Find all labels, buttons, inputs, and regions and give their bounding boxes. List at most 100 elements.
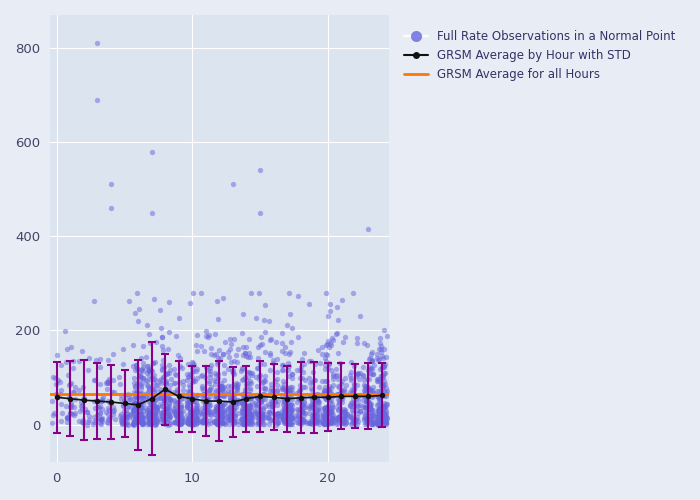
Point [213,396,224,404]
Point [332,390,344,398]
Point [263,420,274,428]
Point [168,388,179,396]
Point [175,416,186,424]
Point [136,364,148,372]
Point [175,418,186,426]
Point [169,364,180,372]
Point [254,360,265,368]
Point [212,402,223,409]
Point [260,384,271,392]
Point [129,388,140,396]
Point [216,388,228,396]
Point [160,396,171,404]
Point [232,396,244,404]
Point [242,408,253,416]
Point [191,416,202,424]
Point [243,408,254,416]
Point [122,390,133,398]
Point [374,394,386,402]
Point [284,414,295,422]
Point [320,404,331,412]
Point [251,408,262,416]
Point [159,396,170,404]
Point [186,416,197,424]
Point [361,415,372,423]
Point [242,409,253,417]
Point [381,412,392,420]
Point [230,400,241,407]
Point [186,373,197,381]
Point [373,415,384,423]
Point [110,415,121,423]
Point [211,296,222,304]
Point [224,335,235,343]
Point [182,360,193,368]
Point [148,410,159,418]
Point [280,390,291,398]
Point [65,379,76,387]
Point [251,373,262,381]
Point [127,362,139,370]
Point [172,420,183,428]
Point [145,366,156,374]
Point [211,404,222,412]
Point [352,418,363,426]
Point [237,398,248,406]
Point [374,398,385,406]
Point [305,404,316,411]
Point [327,390,338,398]
Point [358,363,369,371]
Point [285,416,296,424]
Point [191,418,202,426]
Point [363,409,374,417]
Point [382,414,393,422]
Point [319,412,330,420]
Point [188,416,199,424]
Point [373,391,384,399]
Point [224,413,235,421]
Point [326,334,337,342]
Point [310,418,321,426]
Point [298,408,309,416]
Point [188,414,199,422]
Point [229,389,240,397]
Point [312,396,323,404]
Point [374,338,385,346]
Point [325,389,336,397]
Point [214,401,225,409]
Point [359,403,370,411]
Point [90,404,101,411]
Point [323,420,334,428]
Point [100,408,111,416]
Point [361,418,372,426]
Point [238,344,249,351]
Point [128,401,139,409]
Point [116,418,127,426]
Point [160,390,171,398]
Point [297,382,308,390]
Point [378,326,389,334]
Point [339,406,350,414]
Point [143,414,154,422]
Point [128,420,139,428]
Point [286,390,297,398]
Point [197,404,208,411]
Point [186,368,197,376]
Point [309,376,320,384]
Point [334,404,345,412]
Point [213,354,224,362]
Point [224,346,235,354]
Point [363,375,374,383]
Point [148,412,159,420]
Point [148,375,160,383]
Point [121,406,132,413]
Point [239,392,251,400]
Point [325,384,336,392]
Point [276,366,288,374]
Point [292,406,303,414]
Point [358,372,369,380]
Point [162,404,173,412]
Point [162,420,173,428]
Point [145,420,156,428]
Point [132,401,144,409]
